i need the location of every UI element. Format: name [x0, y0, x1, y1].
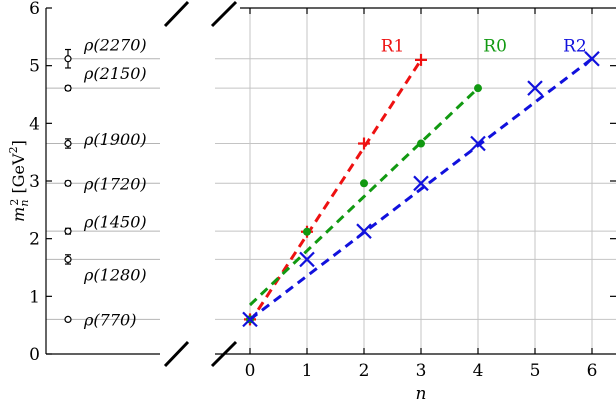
marker-r0 — [360, 179, 368, 188]
mass-data-point — [64, 84, 72, 92]
y-tick-label: 0 — [29, 345, 40, 365]
y-tick-label: 4 — [29, 114, 40, 134]
x-tick-label: 2 — [359, 361, 370, 381]
x-tick-label: 0 — [245, 361, 256, 381]
mass-data-point — [64, 315, 72, 323]
x-tick-label: 6 — [587, 361, 598, 381]
state-label: ρ(770) — [83, 310, 136, 329]
x-tick-label: 1 — [302, 361, 313, 381]
series-label-r1: R1 — [381, 36, 405, 56]
state-label: ρ(2150) — [83, 64, 147, 83]
state-label: ρ(1720) — [83, 174, 147, 193]
x-tick-label: 5 — [530, 361, 541, 381]
marker-r2 — [242, 311, 258, 328]
marker-r2 — [584, 50, 600, 67]
marker-r0 — [303, 227, 311, 236]
state-label: ρ(1450) — [83, 212, 147, 231]
y-tick-label: 3 — [29, 172, 40, 192]
fit-line-r1 — [248, 59, 423, 324]
marker-r2 — [470, 135, 486, 152]
marker-r0 — [474, 84, 482, 93]
experimental-mass-panel: 0 1 2 3 4 5 6 mn2 [GeV2] ρ(770) ρ(1280) ρ(1450) ρ(1… — [7, 0, 160, 365]
axis-break-marks — [163, 0, 238, 368]
axis-break-bottom-left — [163, 340, 190, 368]
mass-data-point — [64, 227, 72, 235]
marker-r2 — [356, 223, 372, 239]
state-label: ρ(1900) — [83, 130, 147, 149]
y-axis-title: mn2 [GeV2] — [7, 140, 31, 222]
y-tick-label: 6 — [29, 0, 40, 19]
series-label-r2: R2 — [563, 36, 587, 56]
y-tick-label: 2 — [29, 230, 40, 250]
x-tick-label: 4 — [473, 361, 484, 381]
y-tick-label: 1 — [29, 287, 40, 307]
marker-r2 — [413, 175, 429, 192]
marker-r2 — [299, 251, 315, 268]
state-label: ρ(1280) — [83, 265, 147, 284]
mass-data-point — [64, 55, 72, 63]
fit-line-r0 — [248, 87, 480, 307]
mass-data-point — [64, 139, 72, 148]
axis-break-top-right — [210, 0, 238, 28]
mass-data-point — [64, 255, 72, 264]
state-label: ρ(2270) — [83, 35, 147, 54]
mass-data-point — [64, 179, 72, 187]
x-axis-title: n — [416, 384, 427, 404]
marker-r2 — [527, 80, 543, 96]
axis-break-bottom-right — [210, 340, 238, 368]
marker-r0 — [417, 139, 425, 148]
regge-trajectory-panel: 0 1 2 3 4 5 6 n R1 R0 R2 — [215, 7, 616, 404]
axis-break-top-left — [163, 0, 190, 28]
y-tick-label: 5 — [29, 57, 40, 77]
x-tick-label: 3 — [416, 361, 427, 381]
series-label-r0: R0 — [483, 36, 507, 56]
fit-line-r2 — [249, 57, 593, 321]
